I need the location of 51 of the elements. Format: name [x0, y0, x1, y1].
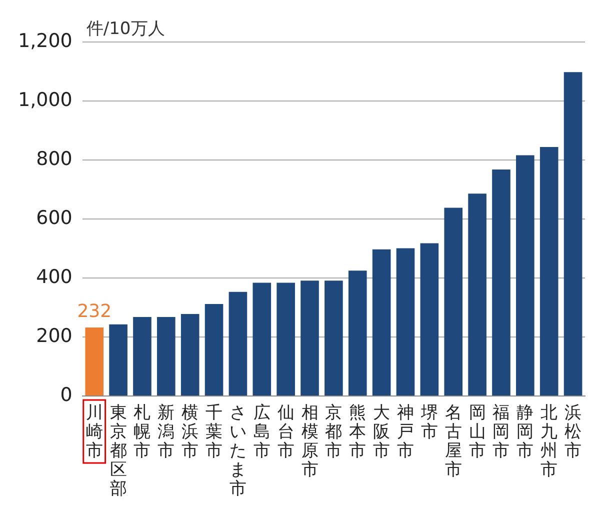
- y-tick-label: 1,000: [18, 88, 72, 111]
- x-tick-label: 相模原市: [301, 402, 318, 480]
- bar: [372, 249, 391, 396]
- x-tick-label: 京都市: [325, 402, 342, 461]
- x-tick-label: 新潟市: [158, 402, 175, 461]
- bar: [276, 282, 295, 396]
- y-axis-title: 件/10万人: [86, 18, 165, 39]
- x-tick-label: 東京都区部: [110, 402, 127, 499]
- x-tick-label: 川崎市: [86, 402, 103, 461]
- x-tick-label: 名古屋市: [444, 402, 462, 480]
- bar: [324, 280, 343, 396]
- bar: [180, 314, 200, 396]
- bar: [564, 72, 582, 396]
- x-tick-label: 広島市: [253, 402, 270, 461]
- bar: [444, 208, 463, 396]
- bar: [420, 243, 439, 396]
- x-tick-label: 静岡市: [516, 402, 534, 461]
- bar: [157, 316, 176, 396]
- y-tick-label: 400: [36, 266, 72, 288]
- bar: [540, 147, 558, 396]
- x-tick-label: 福岡市: [492, 402, 510, 461]
- bar: [228, 292, 248, 396]
- x-tick-label: さいたま市: [229, 402, 246, 499]
- x-tick-label: 札幌市: [134, 402, 151, 461]
- bar: [109, 324, 128, 396]
- y-tick-label: 800: [36, 148, 72, 170]
- bar: [492, 169, 510, 396]
- x-tick-label: 千葉市: [206, 402, 223, 461]
- x-tick-label: 熊本市: [349, 402, 366, 461]
- x-tick-label: 堺市: [420, 402, 438, 442]
- x-tick-label: 岡山市: [468, 402, 486, 461]
- bar: [396, 248, 415, 396]
- bar: [133, 316, 152, 396]
- x-tick-label: 神戸市: [397, 402, 414, 461]
- x-tick-label: 大阪市: [373, 402, 390, 461]
- y-tick-label: 1,200: [18, 30, 72, 52]
- y-tick-label: 0: [60, 384, 72, 406]
- bar: [85, 328, 104, 396]
- bar: [348, 270, 367, 396]
- bar: [300, 280, 319, 396]
- x-tick-label: 横浜市: [182, 402, 199, 461]
- bar: [468, 194, 486, 396]
- bar: [252, 282, 272, 396]
- bar: [516, 155, 534, 396]
- y-tick-label: 200: [36, 324, 72, 347]
- y-tick-label: 600: [36, 206, 72, 229]
- data-label: 232: [77, 301, 112, 322]
- bar: [204, 304, 224, 396]
- x-tick-label: 浜松市: [564, 402, 582, 461]
- x-tick-label: 北九州市: [540, 402, 558, 480]
- x-tick-label: 仙台市: [277, 402, 294, 461]
